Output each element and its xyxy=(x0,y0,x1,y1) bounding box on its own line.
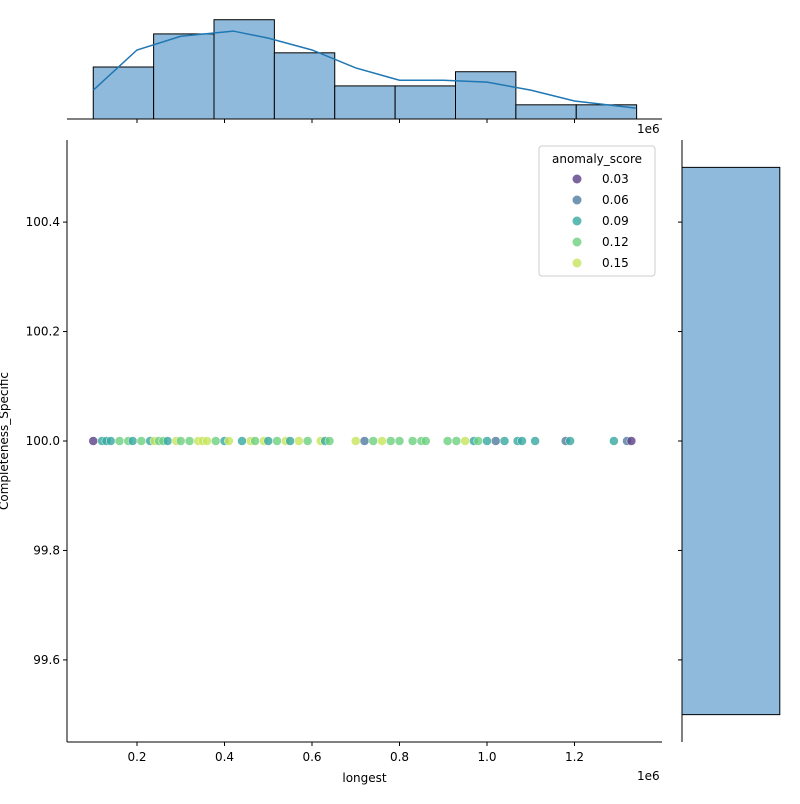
scatter-point xyxy=(285,436,295,446)
hist-bar xyxy=(334,85,396,120)
scatter-point xyxy=(407,436,418,446)
hist-bar xyxy=(213,19,275,120)
kde-line xyxy=(92,30,636,109)
x-tick-label: 0.8 xyxy=(390,750,409,764)
legend-label: 0.03 xyxy=(602,172,629,186)
offset-label: 1e6 xyxy=(637,122,660,136)
scatter-point xyxy=(202,436,212,446)
y-tick-label: 100.0 xyxy=(26,434,60,448)
legend-label: 0.06 xyxy=(602,193,629,207)
offset-label: 1e6 xyxy=(637,769,660,783)
x-tick-label: 0.4 xyxy=(215,750,234,764)
scatter-point xyxy=(609,436,619,446)
scatter-point xyxy=(565,436,575,446)
scatter-point xyxy=(294,436,304,446)
y-tick-label: 99.6 xyxy=(33,653,60,667)
x-tick-label: 0.2 xyxy=(127,750,146,764)
scatter-point xyxy=(530,436,540,446)
scatter-point xyxy=(272,436,282,446)
y-tick-label: 100.2 xyxy=(26,325,60,339)
scatter-point xyxy=(211,436,221,446)
y-axis-label: Completeness_Specific xyxy=(0,372,11,510)
scatter-point xyxy=(386,436,396,446)
scatter-point xyxy=(451,436,462,446)
scatter-point xyxy=(394,436,405,446)
scatter-point xyxy=(237,436,247,446)
scatter-point xyxy=(517,436,527,446)
scatter-point xyxy=(114,436,125,446)
x-tick-label: 1.2 xyxy=(565,750,584,764)
legend-box xyxy=(538,145,656,277)
scatter-point xyxy=(127,436,138,446)
y-tick-label: 99.8 xyxy=(33,543,60,557)
scatter-point xyxy=(499,436,510,446)
scatter-point xyxy=(491,436,501,446)
scatter-point xyxy=(368,436,378,446)
scatter-point xyxy=(421,436,431,446)
scatter-point xyxy=(106,436,116,446)
scatter-point xyxy=(626,436,637,446)
legend-label: 0.15 xyxy=(602,256,629,270)
scatter-point xyxy=(442,436,453,446)
scatter-point xyxy=(351,436,361,446)
scatter-point xyxy=(377,436,387,446)
hist-bar xyxy=(273,52,336,120)
scatter-point xyxy=(136,436,147,446)
hist-bar xyxy=(681,166,781,716)
hist-bar xyxy=(515,104,577,120)
legend-marker xyxy=(572,174,582,184)
legend-marker xyxy=(572,216,582,226)
scatter-point xyxy=(302,436,313,446)
hist-bar xyxy=(92,66,155,120)
y-tick-label: 100.4 xyxy=(26,215,60,229)
hist-bar xyxy=(394,85,456,120)
x-tick-label: 0.6 xyxy=(302,750,321,764)
legend-title: anomaly_score xyxy=(552,152,642,166)
legend-marker xyxy=(572,258,582,268)
legend-label: 0.12 xyxy=(602,235,629,249)
x-axis-label: longest xyxy=(342,771,387,785)
x-tick-label: 1.0 xyxy=(477,750,496,764)
scatter-point xyxy=(460,436,470,446)
legend-marker xyxy=(572,237,582,247)
scatter-point xyxy=(184,436,195,446)
scatter-point xyxy=(224,436,234,446)
hist-bar xyxy=(153,33,215,120)
scatter-point xyxy=(176,436,186,446)
hist-bar xyxy=(455,71,517,120)
scatter-point xyxy=(263,436,273,446)
scatter-point xyxy=(359,436,370,446)
scatter-point xyxy=(162,436,173,446)
scatter-point xyxy=(250,436,260,446)
legend-marker xyxy=(572,195,582,205)
scatter-point xyxy=(324,436,335,446)
legend-label: 0.09 xyxy=(602,214,629,228)
scatter-point xyxy=(482,436,492,446)
scatter-point xyxy=(473,436,483,446)
scatter-point xyxy=(88,436,98,446)
